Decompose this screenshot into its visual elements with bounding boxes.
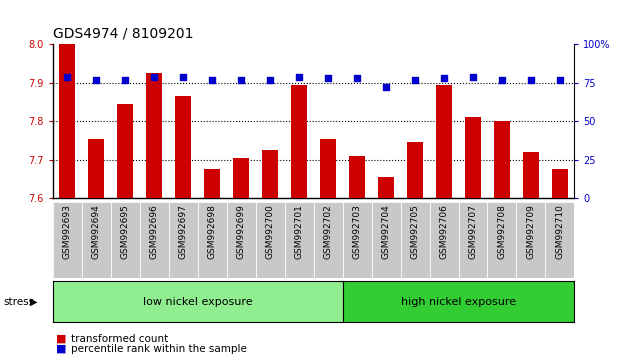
Bar (343, 202, 371, 278)
Text: stress: stress (3, 297, 34, 307)
Bar (88, 138, 104, 198)
Bar (111, 202, 140, 278)
Bar (436, 85, 452, 198)
Bar (430, 202, 458, 278)
Bar (197, 202, 227, 278)
Bar (262, 150, 278, 198)
Text: GSM992697: GSM992697 (179, 204, 188, 259)
Bar (494, 121, 510, 198)
Text: GSM992706: GSM992706 (440, 204, 448, 259)
Bar (487, 202, 517, 278)
Bar (147, 73, 162, 198)
Point (236, 77, 246, 82)
Point (468, 74, 478, 79)
Bar (458, 202, 487, 278)
Text: GSM992698: GSM992698 (207, 204, 217, 259)
Bar (117, 104, 134, 198)
Text: GSM992705: GSM992705 (410, 204, 420, 259)
Text: ▶: ▶ (30, 297, 37, 307)
Text: GSM992702: GSM992702 (324, 204, 333, 259)
Text: GSM992704: GSM992704 (381, 204, 391, 259)
Text: low nickel exposure: low nickel exposure (143, 297, 253, 307)
Point (352, 75, 362, 81)
Point (62, 74, 72, 79)
Text: ■: ■ (56, 334, 66, 344)
Text: GSM992710: GSM992710 (555, 204, 564, 259)
Point (91, 77, 101, 82)
Text: GSM992709: GSM992709 (527, 204, 535, 259)
Text: GSM992703: GSM992703 (353, 204, 361, 259)
Bar (517, 202, 545, 278)
Point (207, 77, 217, 82)
Text: GSM992707: GSM992707 (468, 204, 478, 259)
Text: GDS4974 / 8109201: GDS4974 / 8109201 (53, 27, 193, 41)
Bar (552, 169, 568, 198)
Bar (53, 202, 82, 278)
Bar (407, 142, 423, 198)
Bar (465, 118, 481, 198)
Bar (233, 158, 249, 198)
Text: GSM992700: GSM992700 (266, 204, 274, 259)
Text: GSM992696: GSM992696 (150, 204, 159, 259)
Text: GSM992701: GSM992701 (294, 204, 304, 259)
Bar (291, 85, 307, 198)
Point (439, 75, 449, 81)
Point (497, 77, 507, 82)
Bar (256, 202, 284, 278)
Text: GSM992695: GSM992695 (120, 204, 130, 259)
Text: GSM992694: GSM992694 (92, 204, 101, 259)
Text: ■: ■ (56, 344, 66, 354)
Point (410, 77, 420, 82)
Bar (169, 202, 197, 278)
Text: GSM992693: GSM992693 (63, 204, 72, 259)
Bar (401, 202, 430, 278)
Point (294, 74, 304, 79)
Text: high nickel exposure: high nickel exposure (401, 297, 516, 307)
Bar (545, 202, 574, 278)
Point (178, 74, 188, 79)
Bar (320, 138, 336, 198)
Bar (60, 44, 75, 198)
Bar (523, 152, 539, 198)
Bar (175, 96, 191, 198)
Text: GSM992699: GSM992699 (237, 204, 246, 259)
Point (526, 77, 536, 82)
Bar (204, 169, 220, 198)
Point (149, 74, 159, 79)
Text: GSM992708: GSM992708 (497, 204, 507, 259)
Bar (349, 156, 365, 198)
Bar (227, 202, 256, 278)
Bar (371, 202, 401, 278)
Point (381, 85, 391, 90)
Bar (378, 177, 394, 198)
Point (265, 77, 275, 82)
Bar (314, 202, 343, 278)
Point (555, 77, 565, 82)
Point (120, 77, 130, 82)
Bar (82, 202, 111, 278)
Text: transformed count: transformed count (71, 334, 169, 344)
Point (323, 75, 333, 81)
Text: percentile rank within the sample: percentile rank within the sample (71, 344, 247, 354)
Bar (284, 202, 314, 278)
Bar (140, 202, 169, 278)
